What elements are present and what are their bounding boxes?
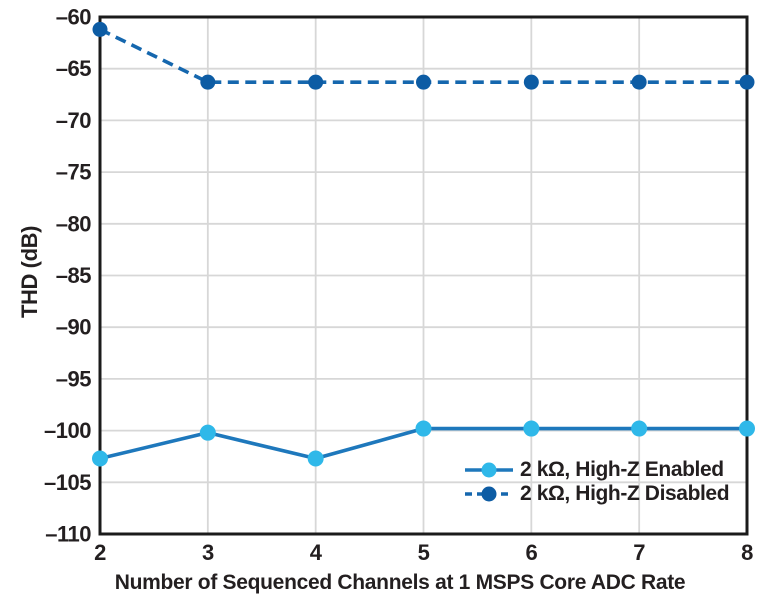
x-tick-label: 6 xyxy=(525,540,537,565)
y-tick-label: –85 xyxy=(56,263,91,288)
x-tick-label: 8 xyxy=(741,540,753,565)
y-tick-label: –65 xyxy=(56,56,91,81)
y-tick-label: –80 xyxy=(56,211,91,236)
y-tick-label: –110 xyxy=(45,522,91,547)
data-point-0 xyxy=(415,420,432,437)
y-axis-title: THD (dB) xyxy=(17,225,42,319)
data-point-0 xyxy=(92,450,108,467)
plot-frame xyxy=(98,15,749,536)
x-tick-label: 5 xyxy=(418,540,430,565)
y-tick-label: –100 xyxy=(44,418,91,443)
data-point-0 xyxy=(739,420,755,437)
data-point-1 xyxy=(523,74,539,90)
y-tick-label: –75 xyxy=(56,160,91,185)
data-point-1 xyxy=(739,74,755,90)
y-tick-label: –90 xyxy=(56,315,91,340)
x-tick-label: 3 xyxy=(202,540,214,565)
data-point-1 xyxy=(416,74,431,90)
data-point-1 xyxy=(92,21,108,37)
data-point-0 xyxy=(523,420,540,437)
legend-dashed-line-marker-icon xyxy=(465,486,513,502)
legend-item-high-z-enabled: 2 kΩ, High-Z Enabled xyxy=(464,458,729,482)
data-point-1 xyxy=(308,74,324,90)
data-point-0 xyxy=(631,420,648,437)
legend: 2 kΩ, High-Z Enabled 2 kΩ, High-Z Disabl… xyxy=(464,458,730,506)
x-tick-label: 4 xyxy=(310,540,323,565)
y-tick-label: –105 xyxy=(44,470,91,495)
data-point-1 xyxy=(631,74,647,90)
y-tick-label: –60 xyxy=(56,5,91,30)
y-tick-label: –70 xyxy=(56,108,91,133)
legend-solid-line-marker-icon xyxy=(465,462,513,478)
data-point-1 xyxy=(200,74,216,90)
x-tick-label: 7 xyxy=(633,540,645,565)
legend-label-high-z-enabled: 2 kΩ, High-Z Enabled xyxy=(520,458,724,481)
legend-label-high-z-disabled: 2 kΩ, High-Z Disabled xyxy=(520,482,730,505)
legend-item-high-z-disabled: 2 kΩ, High-Z Disabled xyxy=(464,482,730,506)
x-axis-title: Number of Sequenced Channels at 1 MSPS C… xyxy=(114,571,686,594)
data-point-0 xyxy=(199,424,216,441)
y-tick-label: –95 xyxy=(56,366,91,391)
x-tick-label: 2 xyxy=(94,540,106,565)
data-point-0 xyxy=(307,450,324,467)
